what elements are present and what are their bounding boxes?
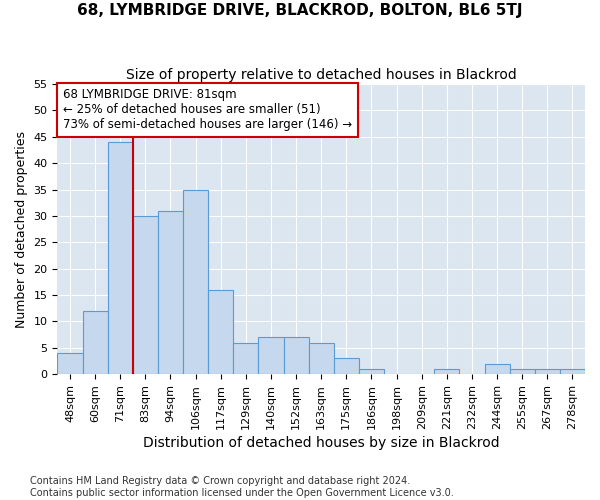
Bar <box>535 369 560 374</box>
Bar <box>308 342 334 374</box>
Bar <box>233 342 259 374</box>
Bar <box>509 369 535 374</box>
Bar <box>485 364 509 374</box>
Bar <box>334 358 359 374</box>
Text: Contains HM Land Registry data © Crown copyright and database right 2024.
Contai: Contains HM Land Registry data © Crown c… <box>30 476 454 498</box>
Text: 68, LYMBRIDGE DRIVE, BLACKROD, BOLTON, BL6 5TJ: 68, LYMBRIDGE DRIVE, BLACKROD, BOLTON, B… <box>77 2 523 18</box>
Bar <box>434 369 460 374</box>
Y-axis label: Number of detached properties: Number of detached properties <box>15 130 28 328</box>
Bar <box>560 369 585 374</box>
Bar <box>359 369 384 374</box>
Bar <box>284 338 308 374</box>
Bar <box>83 311 107 374</box>
Bar <box>107 142 133 374</box>
Bar <box>158 210 183 374</box>
Text: 68 LYMBRIDGE DRIVE: 81sqm
← 25% of detached houses are smaller (51)
73% of semi-: 68 LYMBRIDGE DRIVE: 81sqm ← 25% of detac… <box>62 88 352 132</box>
Bar <box>208 290 233 374</box>
Title: Size of property relative to detached houses in Blackrod: Size of property relative to detached ho… <box>126 68 517 82</box>
Bar <box>259 338 284 374</box>
X-axis label: Distribution of detached houses by size in Blackrod: Distribution of detached houses by size … <box>143 436 500 450</box>
Bar <box>58 353 83 374</box>
Bar <box>183 190 208 374</box>
Bar <box>133 216 158 374</box>
